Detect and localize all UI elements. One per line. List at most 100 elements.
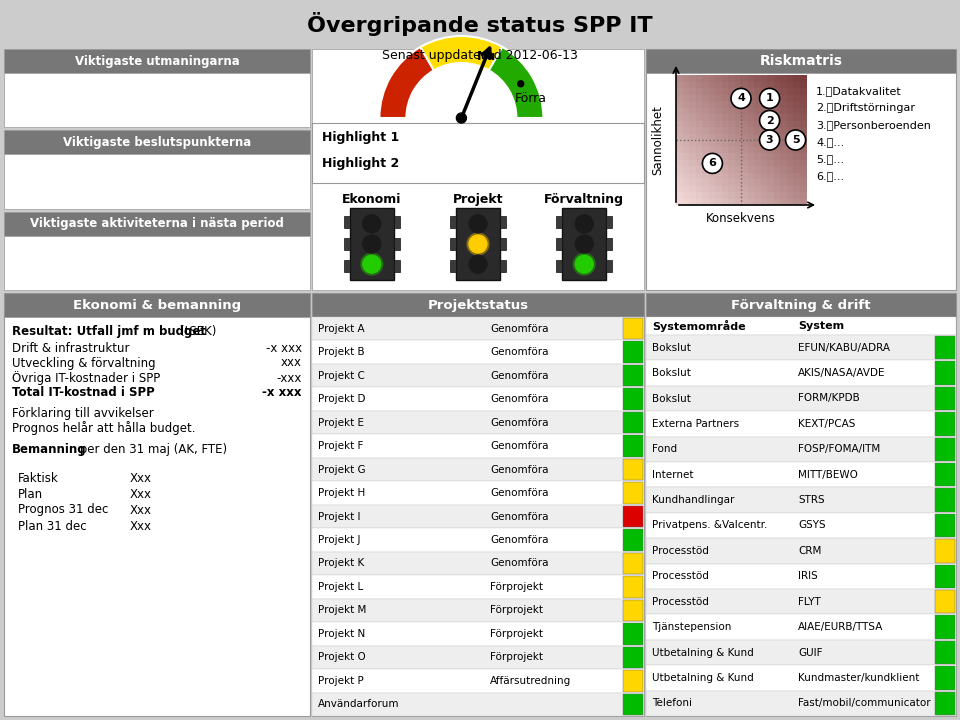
Bar	[4, 130, 310, 154]
Bar	[500, 238, 506, 250]
Bar	[935, 564, 955, 588]
Text: CRM: CRM	[798, 546, 822, 556]
Bar	[734, 81, 741, 88]
Bar	[683, 88, 689, 94]
Bar	[695, 140, 703, 146]
Bar	[676, 166, 683, 173]
Bar	[760, 94, 767, 101]
Bar	[786, 166, 794, 173]
Bar	[734, 101, 741, 107]
Text: 3: 3	[766, 135, 774, 145]
Bar	[312, 669, 644, 693]
Text: EFUN/KABU/ADRA: EFUN/KABU/ADRA	[798, 343, 890, 353]
Bar	[312, 341, 644, 364]
Bar	[702, 172, 709, 179]
Text: Projekt J: Projekt J	[318, 535, 361, 545]
Bar	[748, 185, 755, 192]
Circle shape	[759, 89, 780, 109]
Bar	[646, 539, 956, 564]
Text: Drift & infrastruktur: Drift & infrastruktur	[12, 341, 130, 354]
Bar	[935, 539, 955, 562]
Bar	[702, 94, 709, 101]
Bar	[793, 74, 800, 81]
Bar	[748, 94, 755, 101]
Text: System: System	[798, 321, 844, 331]
Circle shape	[469, 215, 487, 233]
Bar	[780, 140, 787, 146]
Text: Projekt B: Projekt B	[318, 347, 365, 357]
Bar	[780, 166, 787, 173]
Bar	[4, 293, 310, 716]
Text: Xxx: Xxx	[130, 503, 152, 516]
Bar	[800, 107, 806, 114]
Bar	[793, 133, 800, 140]
Bar	[741, 146, 748, 153]
Text: AKIS/NASA/AVDE: AKIS/NASA/AVDE	[798, 368, 885, 378]
Bar	[702, 74, 709, 81]
Text: FOSP/FOMA/ITM: FOSP/FOMA/ITM	[798, 444, 880, 454]
Text: 2: 2	[766, 115, 774, 125]
Bar	[728, 94, 735, 101]
Bar	[793, 179, 800, 186]
Bar	[786, 88, 794, 94]
Bar	[702, 101, 709, 107]
Text: Förvaltning: Förvaltning	[544, 193, 624, 206]
Bar	[676, 146, 683, 153]
Bar	[767, 153, 774, 160]
Bar	[683, 101, 689, 107]
Bar	[767, 140, 774, 146]
Bar	[695, 166, 703, 173]
Bar	[774, 159, 780, 166]
Text: Förprojekt: Förprojekt	[490, 629, 543, 639]
Text: Highlight 1: Highlight 1	[322, 132, 399, 145]
Text: Projektstatus: Projektstatus	[427, 299, 529, 312]
Bar	[689, 88, 696, 94]
Text: Total IT-kostnad i SPP: Total IT-kostnad i SPP	[12, 387, 155, 400]
Text: 1.	Datakvalitet: 1. Datakvalitet	[816, 86, 901, 96]
Bar	[741, 185, 748, 192]
Bar	[780, 192, 787, 199]
Bar	[754, 114, 761, 120]
Bar	[748, 120, 755, 127]
Bar	[793, 166, 800, 173]
Bar	[394, 238, 399, 250]
Bar	[623, 693, 643, 715]
Bar	[556, 260, 563, 271]
Bar	[722, 172, 729, 179]
Text: Kundmaster/kundklient: Kundmaster/kundklient	[798, 673, 920, 683]
Text: Genomföra: Genomföra	[490, 347, 548, 357]
Text: KEXT/PCAS: KEXT/PCAS	[798, 419, 855, 429]
Text: Plan: Plan	[18, 487, 43, 500]
Bar	[741, 140, 748, 146]
Bar	[786, 114, 794, 120]
Bar	[754, 107, 761, 114]
Circle shape	[573, 253, 595, 275]
Bar	[695, 172, 703, 179]
Bar	[760, 127, 767, 133]
Bar	[683, 159, 689, 166]
Bar	[702, 153, 709, 160]
Bar	[754, 81, 761, 88]
Bar	[741, 94, 748, 101]
Bar	[800, 74, 806, 81]
Bar	[715, 94, 722, 101]
Text: Ekonomi: Ekonomi	[342, 193, 401, 206]
Text: Tjänstepension: Tjänstepension	[652, 622, 732, 632]
Bar	[722, 153, 729, 160]
Bar	[935, 641, 955, 664]
Bar	[935, 488, 955, 512]
Bar	[646, 293, 956, 317]
Bar	[728, 146, 735, 153]
Bar	[754, 120, 761, 127]
Bar	[728, 127, 735, 133]
Bar	[646, 361, 956, 386]
Bar	[4, 154, 310, 209]
Bar	[708, 94, 715, 101]
Bar	[689, 120, 696, 127]
Bar	[683, 146, 689, 153]
Bar	[734, 74, 741, 81]
Bar	[741, 166, 748, 173]
Bar	[793, 153, 800, 160]
Bar	[741, 120, 748, 127]
Text: Resultat: Utfall jmf m budget: Resultat: Utfall jmf m budget	[12, 325, 206, 338]
